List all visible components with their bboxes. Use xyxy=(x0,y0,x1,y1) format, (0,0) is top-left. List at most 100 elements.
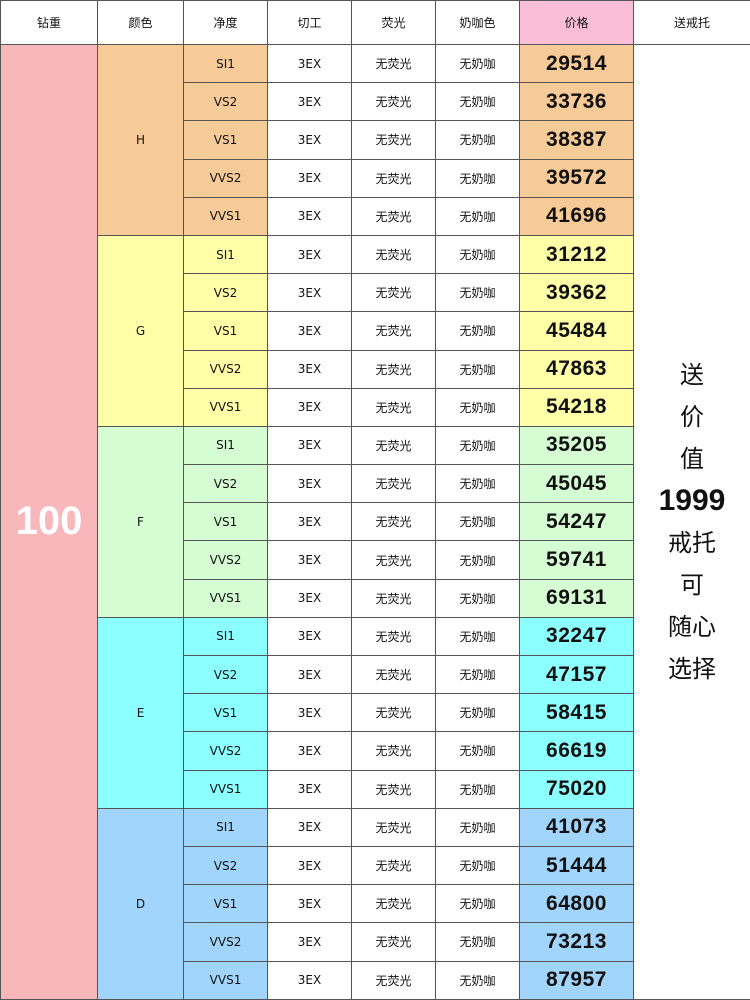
fluorescence-cell: 无荧光 xyxy=(352,770,436,808)
fluorescence-cell: 无荧光 xyxy=(352,121,436,159)
clarity-cell: VS2 xyxy=(184,465,268,503)
clarity-cell: VS1 xyxy=(184,121,268,159)
cut-cell: 3EX xyxy=(268,159,352,197)
fluorescence-cell: 无荧光 xyxy=(352,846,436,884)
clarity-cell: VS1 xyxy=(184,503,268,541)
promo-value: 1999 xyxy=(634,480,750,522)
milky-cell: 无奶咖 xyxy=(436,770,520,808)
milky-cell: 无奶咖 xyxy=(436,159,520,197)
clarity-cell: VS2 xyxy=(184,846,268,884)
milky-cell: 无奶咖 xyxy=(436,235,520,273)
fluorescence-cell: 无荧光 xyxy=(352,426,436,464)
header-weight: 钻重 xyxy=(1,1,98,45)
header-fluorescence: 荧光 xyxy=(352,1,436,45)
price-cell: 75020 xyxy=(520,770,634,808)
clarity-cell: SI1 xyxy=(184,45,268,83)
cut-cell: 3EX xyxy=(268,656,352,694)
fluorescence-cell: 无荧光 xyxy=(352,45,436,83)
price-cell: 47157 xyxy=(520,656,634,694)
fluorescence-cell: 无荧光 xyxy=(352,274,436,312)
clarity-cell: VS1 xyxy=(184,694,268,732)
clarity-cell: VS2 xyxy=(184,274,268,312)
cut-cell: 3EX xyxy=(268,770,352,808)
price-cell: 59741 xyxy=(520,541,634,579)
header-row: 钻重 颜色 净度 切工 荧光 奶咖色 价格 送戒托 xyxy=(1,1,750,45)
header-setting: 送戒托 xyxy=(634,1,750,45)
fluorescence-cell: 无荧光 xyxy=(352,83,436,121)
clarity-cell: SI1 xyxy=(184,426,268,464)
fluorescence-cell: 无荧光 xyxy=(352,694,436,732)
milky-cell: 无奶咖 xyxy=(436,579,520,617)
cut-cell: 3EX xyxy=(268,350,352,388)
fluorescence-cell: 无荧光 xyxy=(352,465,436,503)
milky-cell: 无奶咖 xyxy=(436,541,520,579)
promo-text: 价 xyxy=(634,396,750,438)
price-cell: 41696 xyxy=(520,197,634,235)
price-cell: 31212 xyxy=(520,235,634,273)
fluorescence-cell: 无荧光 xyxy=(352,732,436,770)
cut-cell: 3EX xyxy=(268,961,352,999)
price-cell: 45045 xyxy=(520,465,634,503)
milky-cell: 无奶咖 xyxy=(436,426,520,464)
cut-cell: 3EX xyxy=(268,503,352,541)
fluorescence-cell: 无荧光 xyxy=(352,159,436,197)
cut-cell: 3EX xyxy=(268,846,352,884)
milky-cell: 无奶咖 xyxy=(436,961,520,999)
clarity-cell: SI1 xyxy=(184,617,268,655)
price-cell: 33736 xyxy=(520,83,634,121)
clarity-cell: VVS2 xyxy=(184,923,268,961)
milky-cell: 无奶咖 xyxy=(436,656,520,694)
milky-cell: 无奶咖 xyxy=(436,503,520,541)
price-cell: 32247 xyxy=(520,617,634,655)
fluorescence-cell: 无荧光 xyxy=(352,961,436,999)
price-cell: 64800 xyxy=(520,885,634,923)
milky-cell: 无奶咖 xyxy=(436,923,520,961)
milky-cell: 无奶咖 xyxy=(436,83,520,121)
color-grade-cell: F xyxy=(98,426,184,617)
clarity-cell: VVS1 xyxy=(184,388,268,426)
cut-cell: 3EX xyxy=(268,235,352,273)
clarity-cell: VVS1 xyxy=(184,770,268,808)
fluorescence-cell: 无荧光 xyxy=(352,235,436,273)
cut-cell: 3EX xyxy=(268,732,352,770)
milky-cell: 无奶咖 xyxy=(436,350,520,388)
header-cut: 切工 xyxy=(268,1,352,45)
color-grade-cell: E xyxy=(98,617,184,808)
fluorescence-cell: 无荧光 xyxy=(352,656,436,694)
promo-text: 值 xyxy=(634,438,750,480)
fluorescence-cell: 无荧光 xyxy=(352,541,436,579)
cut-cell: 3EX xyxy=(268,45,352,83)
milky-cell: 无奶咖 xyxy=(436,885,520,923)
milky-cell: 无奶咖 xyxy=(436,388,520,426)
fluorescence-cell: 无荧光 xyxy=(352,923,436,961)
price-cell: 39572 xyxy=(520,159,634,197)
promo-text: 随心 xyxy=(634,606,750,648)
color-grade-cell: G xyxy=(98,235,184,426)
fluorescence-cell: 无荧光 xyxy=(352,579,436,617)
price-cell: 66619 xyxy=(520,732,634,770)
clarity-cell: VVS2 xyxy=(184,159,268,197)
price-cell: 35205 xyxy=(520,426,634,464)
promo-text: 选择 xyxy=(634,648,750,690)
clarity-cell: SI1 xyxy=(184,808,268,846)
clarity-cell: VVS1 xyxy=(184,197,268,235)
milky-cell: 无奶咖 xyxy=(436,45,520,83)
clarity-cell: VVS2 xyxy=(184,350,268,388)
cut-cell: 3EX xyxy=(268,274,352,312)
milky-cell: 无奶咖 xyxy=(436,846,520,884)
price-cell: 47863 xyxy=(520,350,634,388)
clarity-cell: VVS2 xyxy=(184,732,268,770)
fluorescence-cell: 无荧光 xyxy=(352,808,436,846)
promo-text: 戒托 xyxy=(634,522,750,564)
cut-cell: 3EX xyxy=(268,541,352,579)
clarity-cell: SI1 xyxy=(184,235,268,273)
fluorescence-cell: 无荧光 xyxy=(352,885,436,923)
milky-cell: 无奶咖 xyxy=(436,617,520,655)
price-cell: 87957 xyxy=(520,961,634,999)
milky-cell: 无奶咖 xyxy=(436,808,520,846)
clarity-cell: VVS1 xyxy=(184,579,268,617)
clarity-cell: VS1 xyxy=(184,885,268,923)
price-cell: 38387 xyxy=(520,121,634,159)
